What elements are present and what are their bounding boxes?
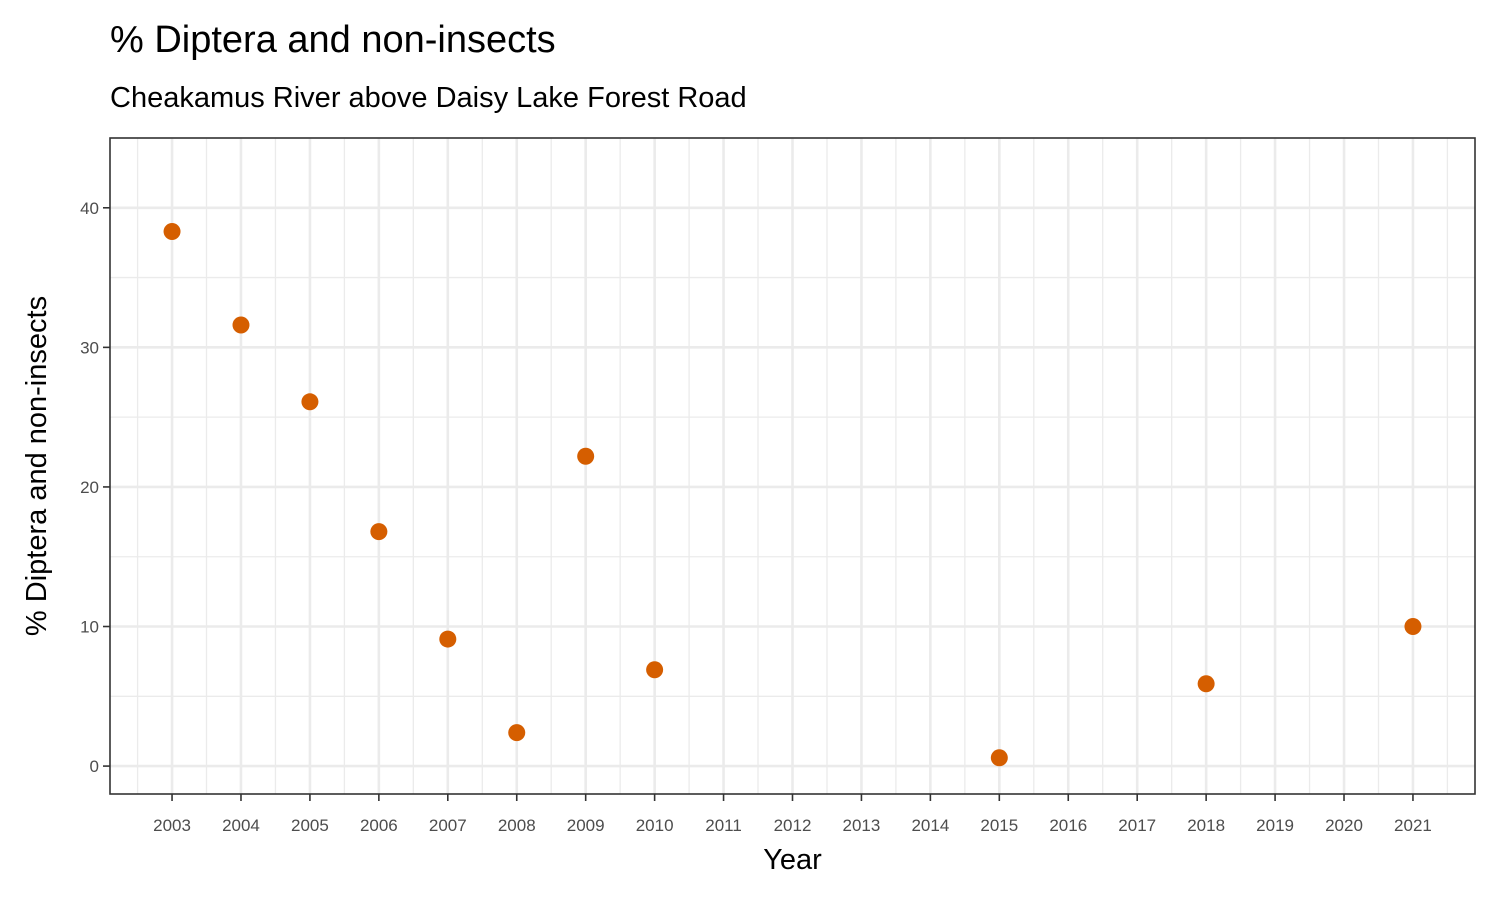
y-tick-label: 20 — [80, 478, 99, 497]
x-tick-label: 2016 — [1049, 816, 1087, 835]
x-tick-label: 2019 — [1256, 816, 1294, 835]
x-tick-label: 2007 — [429, 816, 467, 835]
data-point — [646, 661, 664, 679]
chart-title: % Diptera and non-insects — [110, 19, 556, 61]
x-tick-label: 2004 — [222, 816, 260, 835]
x-tick-label: 2005 — [291, 816, 329, 835]
y-axis-title: % Diptera and non-insects — [21, 296, 53, 636]
x-tick-label: 2013 — [843, 816, 881, 835]
x-axis-title: Year — [763, 844, 822, 876]
x-tick-label: 2015 — [980, 816, 1018, 835]
x-tick-label: 2021 — [1394, 816, 1432, 835]
x-tick-label: 2006 — [360, 816, 398, 835]
x-tick-label: 2009 — [567, 816, 605, 835]
x-tick-label: 2020 — [1325, 816, 1363, 835]
data-point — [301, 393, 319, 411]
data-point — [370, 523, 388, 541]
y-tick-label: 40 — [80, 199, 99, 218]
x-tick-label: 2003 — [153, 816, 191, 835]
chart-subtitle: Cheakamus River above Daisy Lake Forest … — [110, 82, 747, 114]
data-point — [232, 316, 250, 334]
x-tick-label: 2017 — [1118, 816, 1156, 835]
y-tick-label: 10 — [80, 618, 99, 637]
x-tick-label: 2011 — [705, 816, 742, 835]
points-layer — [163, 223, 1422, 767]
grid-layer — [110, 137, 1475, 794]
data-point — [990, 749, 1008, 767]
data-point — [1197, 675, 1215, 693]
x-axis: 2003 2004 2005 2006 2007 2008 2009 2010 2011 2012… — [153, 794, 1432, 835]
y-axis: 0 10 20 30 40 — [80, 199, 110, 776]
y-tick-label: 30 — [80, 338, 99, 357]
x-tick-label: 2008 — [498, 816, 536, 835]
x-tick-label: 2010 — [636, 816, 674, 835]
data-point — [1404, 618, 1422, 636]
x-tick-label: 2012 — [774, 816, 812, 835]
x-tick-label: 2014 — [911, 816, 949, 835]
y-tick-label: 0 — [90, 757, 99, 776]
data-point — [577, 447, 595, 465]
data-point — [439, 630, 457, 648]
data-point — [163, 223, 181, 241]
x-tick-label: 2018 — [1187, 816, 1225, 835]
data-point — [508, 724, 526, 742]
